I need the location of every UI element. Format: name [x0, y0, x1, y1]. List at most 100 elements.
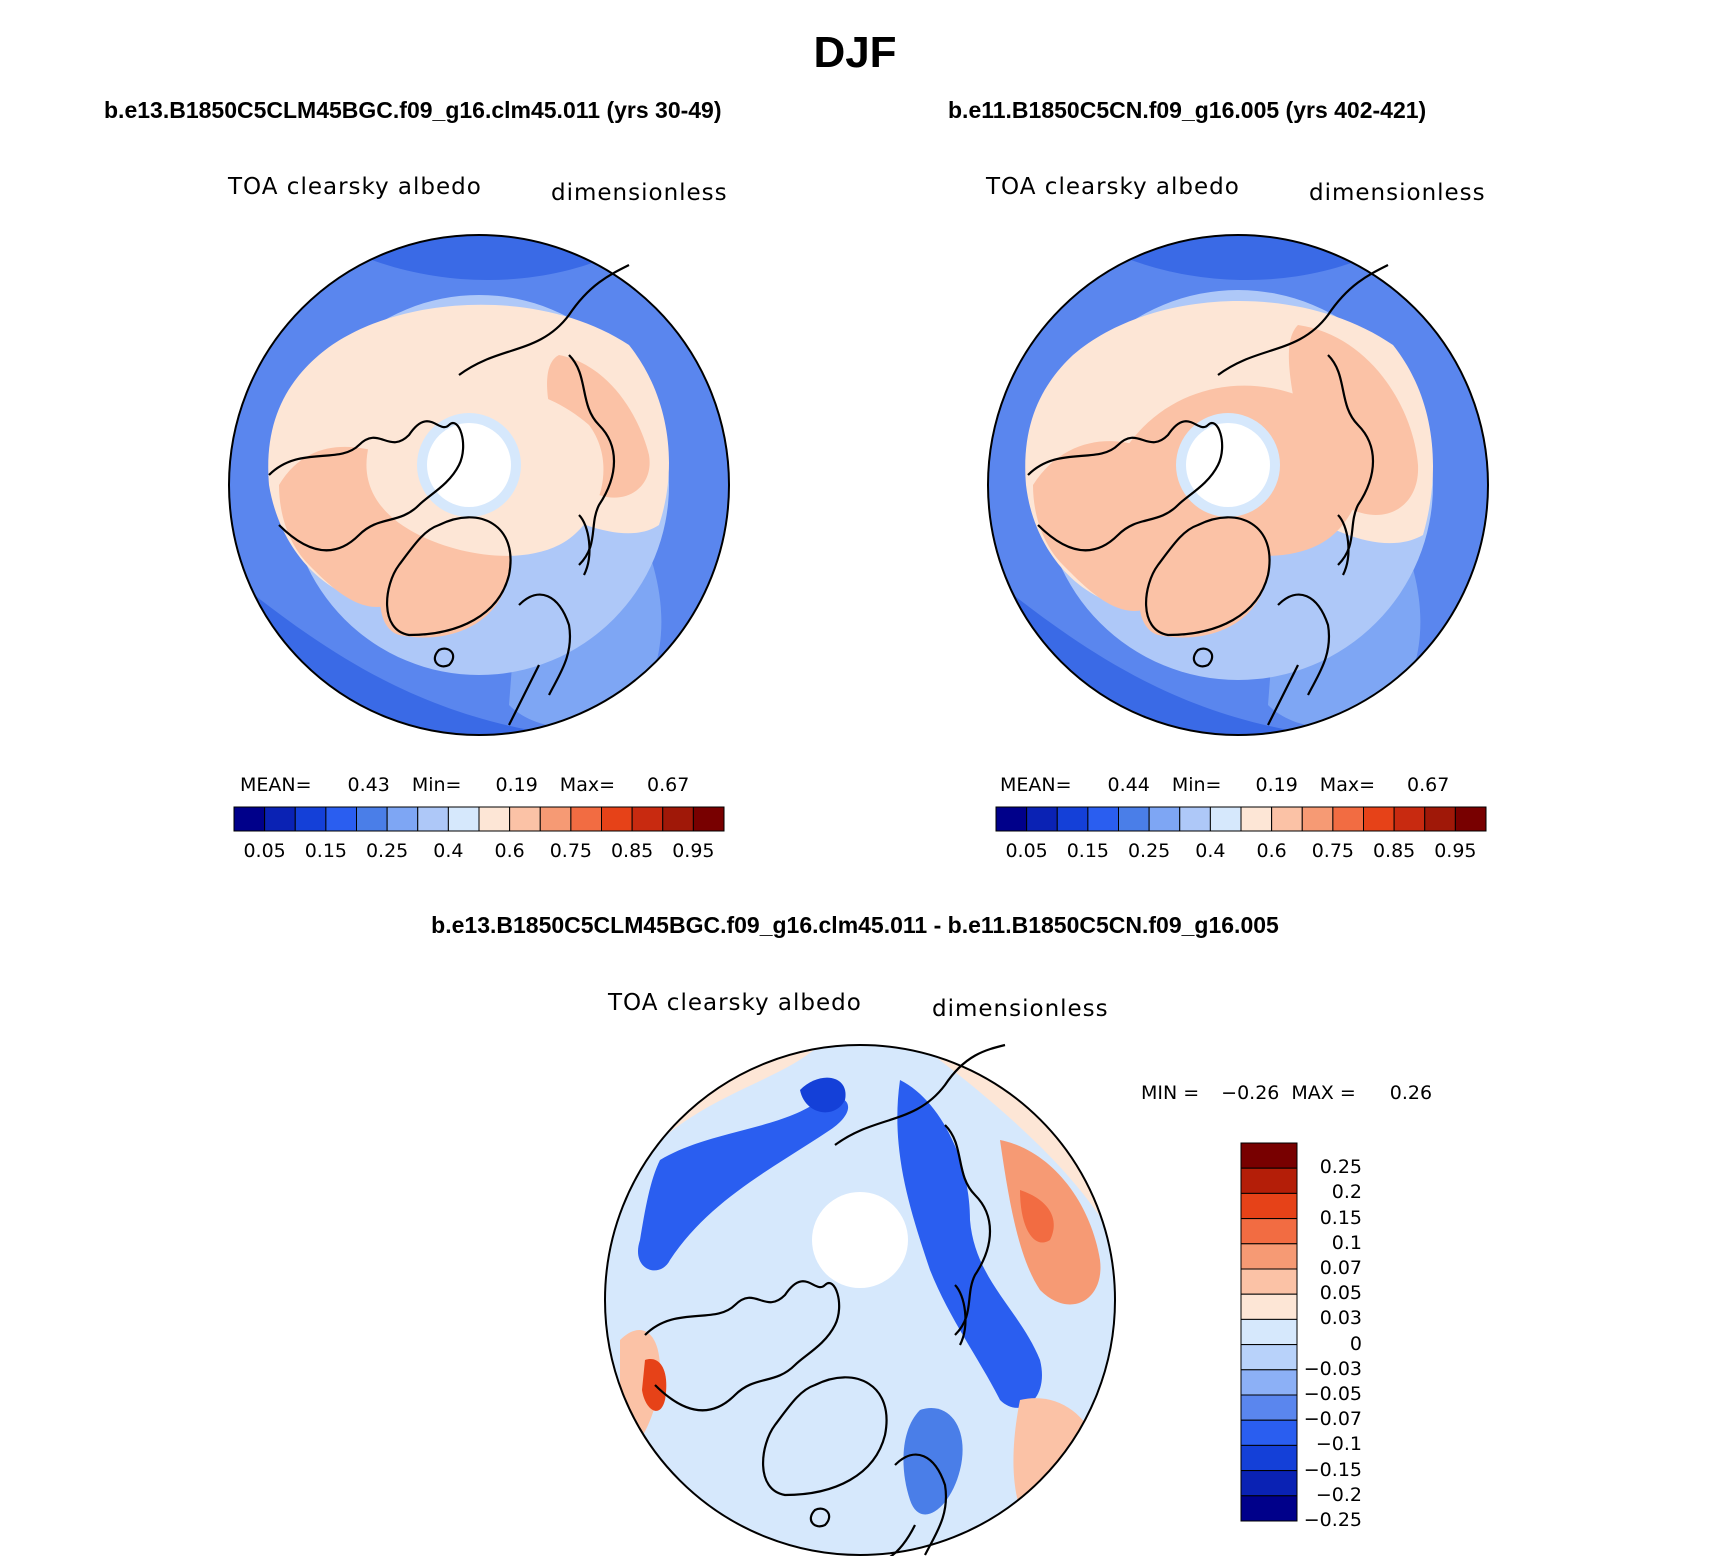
- diff-colorbar-tick-label: −0.07: [1303, 1408, 1362, 1431]
- diff-colorbar-box: [1240, 1419, 1298, 1446]
- panel1-coast-greenland: [385, 516, 512, 637]
- panel2-colorbar-box: [1087, 806, 1120, 832]
- panel2-colorbar-ticks: 0.05 0.15 0.25 0.4 0.6 0.75 0.85 0.95: [996, 840, 1486, 864]
- panel2-max-value: 0.67: [1407, 774, 1450, 796]
- diff-colorbar-ticks: 0.25 0.2 0.15 0.1 0.07 0.05 0.03 0 −0.03 −0.05 −0.…: [1300, 1142, 1420, 1531]
- panel2-colorbar-tick-label: 0.05: [1005, 840, 1048, 862]
- panel2-max-label: Max=: [1319, 774, 1375, 796]
- panel1-colorbar-tick-label: 0.85: [610, 840, 654, 862]
- panel1-colorbar-box: [692, 806, 725, 832]
- diff-scandinavia-negative: [903, 1408, 963, 1515]
- panel2-colorbar-box: [995, 806, 1028, 832]
- diff-coast-siberia: [834, 1043, 1006, 1336]
- diff-colorbar-box: [1240, 1293, 1298, 1320]
- panel2-min-value: 0.19: [1255, 774, 1298, 796]
- diff-stats: MIN = −0.26 MAX = 0.26: [1141, 1082, 1432, 1104]
- panel1-case-title: b.e13.B1850C5CLM45BGC.f09_g16.clm45.011 …: [104, 97, 722, 123]
- diff-west-hotspot: [642, 1359, 667, 1411]
- diff-colorbar-tick-label: 0: [1349, 1332, 1362, 1355]
- panel2-colorbar-box: [1332, 806, 1365, 832]
- diff-colorbar-tick-label: −0.2: [1315, 1483, 1362, 1506]
- diff-colorbar-tick-label: −0.25: [1303, 1509, 1362, 1531]
- panel1-stats: MEAN= 0.43 Min= 0.19 Max= 0.67: [240, 774, 689, 796]
- panel2-case-title: b.e11.B1850C5CN.f09_g16.005 (yrs 402-421…: [948, 97, 1427, 123]
- diff-colorbar-tick-label: 0.25: [1319, 1156, 1362, 1179]
- panel2-colorbar-tick-label: 0.95: [1434, 840, 1477, 862]
- diff-colorbar-tick-label: −0.15: [1303, 1458, 1362, 1481]
- panel1-coast-canada: [268, 420, 465, 552]
- panel2-colorbar-box: [1424, 806, 1456, 832]
- panel1-min-label: Min=: [411, 774, 462, 796]
- panel2-colorbar-box: [1148, 806, 1181, 832]
- diff-colorbar-box: [1240, 1369, 1298, 1396]
- diff-colorbar-tick-label: 0.1: [1331, 1231, 1362, 1254]
- panel2-colorbar-tick-label: 0.4: [1195, 840, 1226, 862]
- diff-colorbar-tick-label: 0.05: [1319, 1282, 1362, 1305]
- diff-colorbar-box: [1240, 1344, 1298, 1371]
- diff-siberia-hotspot: [1020, 1190, 1054, 1243]
- diff-colorbar-box: [1240, 1394, 1298, 1421]
- panel2-units-label: dimensionless: [1309, 180, 1486, 206]
- panel2-pole-hole: [1186, 423, 1270, 507]
- diff-colorbar-tick-label: 0.15: [1319, 1206, 1362, 1229]
- diff-variable-label: TOA clearsky albedo: [608, 990, 862, 1016]
- diff-coast-greenland: [761, 1376, 888, 1497]
- diff-colorbar-box: [1240, 1318, 1298, 1346]
- panel1-colorbar-box: [356, 806, 388, 832]
- diff-colorbar-tick-label: 0.03: [1319, 1307, 1362, 1330]
- diff-coast-canada: [644, 1280, 841, 1412]
- panel2-variable-label: TOA clearsky albedo: [986, 174, 1240, 200]
- diff-colorbar-tick-label: 0.2: [1331, 1181, 1362, 1204]
- diff-min-label: MIN =: [1141, 1082, 1200, 1104]
- panel2-colorbar-box: [1026, 806, 1058, 832]
- panel1-variable-label: TOA clearsky albedo: [228, 174, 482, 200]
- panel2-coast-novaya-zemlya: [1337, 514, 1350, 576]
- panel1-colorbar-box: [264, 806, 296, 832]
- diff-colorbar-tick-label: −0.03: [1303, 1357, 1362, 1380]
- panel2-colorbar-tick-label: 0.75: [1311, 840, 1355, 862]
- panel1-colorbar-tick-label: 0.6: [494, 840, 525, 862]
- panel1-colorbar-tick-label: 0.95: [672, 840, 715, 862]
- panel1-map-border: [228, 234, 730, 736]
- panel2-coast-greenland: [1144, 516, 1271, 637]
- diff-units-label: dimensionless: [932, 996, 1109, 1022]
- diff-colorbar-box: [1240, 1243, 1298, 1270]
- diff-max-label: MAX =: [1291, 1082, 1356, 1104]
- panel1-mean-value: 0.43: [347, 774, 390, 796]
- panel1-pole-hole: [427, 423, 511, 507]
- diff-colorbar-box: [1240, 1444, 1298, 1472]
- panel2-colorbar-box: [1271, 806, 1303, 832]
- panel2-stats: MEAN= 0.44 Min= 0.19 Max= 0.67: [1000, 774, 1449, 796]
- diff-polar-map: [604, 1043, 1116, 1556]
- panel1-polar-map: [228, 234, 730, 736]
- diff-colorbar-box: [1240, 1470, 1298, 1497]
- panel1-units-label: dimensionless: [551, 180, 728, 206]
- diff-colorbar-box: [1240, 1218, 1298, 1245]
- panel2-colorbar-tick-label: 0.85: [1372, 840, 1416, 862]
- panel2-colorbar-tick-label: 0.25: [1127, 840, 1171, 862]
- panel1-colorbar-box: [631, 806, 664, 832]
- diff-colorbar: [1240, 1142, 1298, 1522]
- panel1-colorbar-tick-label: 0.05: [243, 840, 286, 862]
- diff-pole-hole: [812, 1192, 908, 1288]
- diff-canada-negative-band: [637, 1097, 849, 1271]
- panel1-colorbar-tick-label: 0.25: [365, 840, 409, 862]
- panel2-colorbar-box: [1393, 806, 1426, 832]
- panel1-colorbar-box: [662, 806, 694, 832]
- panel2-colorbar: [995, 806, 1487, 832]
- panel1-colorbar: [233, 806, 725, 832]
- panel2-polar-map: [987, 234, 1489, 736]
- diff-coast-novaya-zemlya: [954, 1284, 967, 1346]
- panel1-colorbar-box: [233, 806, 266, 832]
- diff-colorbar-box: [1240, 1142, 1298, 1169]
- panel1-colorbar-tick-label: 0.15: [304, 840, 348, 862]
- panel2-colorbar-box: [1056, 806, 1089, 832]
- panel2-colorbar-tick-label: 0.15: [1066, 840, 1110, 862]
- panel2-coast-siberia: [1217, 264, 1389, 566]
- panel2-colorbar-box: [1209, 806, 1242, 832]
- panel1-mean-label: MEAN=: [240, 774, 312, 796]
- panel1-coast-novaya-zemlya: [578, 514, 591, 576]
- panel2-colorbar-box: [1363, 806, 1395, 832]
- panel2-colorbar-box: [1118, 806, 1150, 832]
- diff-colorbar-tick-label: 0.07: [1319, 1257, 1362, 1279]
